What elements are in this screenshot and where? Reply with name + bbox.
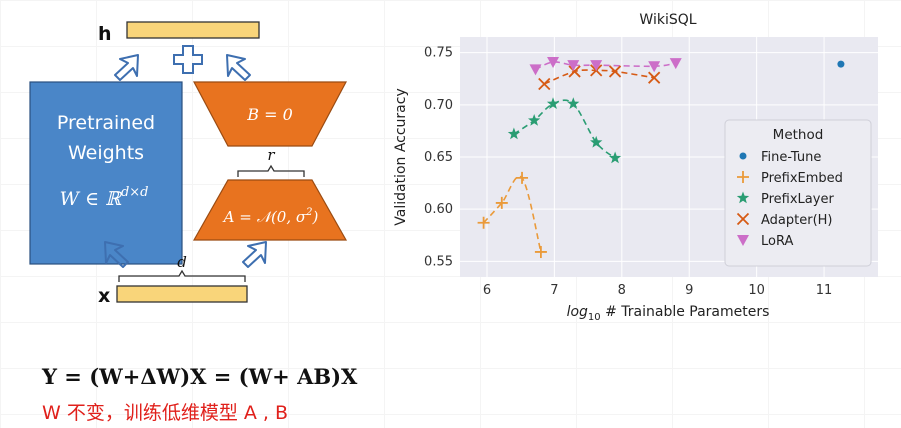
data-points: [477, 57, 845, 258]
x-axis-label: log10 # Trainable Parameters: [567, 304, 770, 323]
x-axis-label-sub: 10: [588, 312, 601, 323]
legend-marker-adapter-h: [736, 212, 750, 226]
legend: Method Fine-Tune PrefixEmbed PrefixLayer Ada…: [724, 119, 872, 267]
x-tick-label: 7: [550, 283, 558, 298]
prefixembed-point: [516, 171, 529, 184]
pretrained-formula: W ∈ ℝd×d: [59, 185, 148, 210]
lora-point: [590, 60, 603, 72]
r-label: r: [267, 146, 275, 164]
lora-point: [648, 61, 661, 73]
matrix-a-label: A = 𝒩(0, σ2): [222, 207, 319, 226]
matrix-a-label-sup: 2: [305, 207, 312, 218]
adapter-h-point: [538, 77, 551, 91]
x-tick-label: 6: [483, 283, 491, 298]
prefixlayer-point: [528, 114, 541, 126]
d-label: d: [177, 253, 187, 271]
prefixembed-point: [534, 245, 547, 258]
adapter-h-point: [568, 65, 581, 78]
pretrained-formula-main: W ∈ ℝ: [59, 188, 122, 210]
legend-label-fine-tune: Fine-Tune: [761, 150, 821, 165]
pretrained-formula-sup: d×d: [121, 185, 149, 200]
legend-label-prefixembed: PrefixEmbed: [761, 171, 843, 186]
plus-icon: [173, 45, 203, 74]
adapter-h-point: [648, 71, 661, 84]
prefixembed-point: [495, 196, 508, 209]
legend-title: Method: [773, 127, 824, 143]
legend-label-prefixlayer: PrefixLayer: [761, 192, 834, 207]
matrix-b-trapezoid: [193, 81, 347, 147]
y-tick-label: 0.65: [424, 150, 453, 165]
arrow-up-left-icon: [114, 54, 139, 81]
arrow-up-right-lower-icon: [104, 241, 129, 268]
y-tick-label: 0.75: [424, 46, 453, 61]
chart-title: WikiSQL: [639, 12, 696, 28]
fine-tune-point: [837, 60, 845, 68]
lora-point: [567, 60, 580, 72]
adapter-h-point: [608, 65, 622, 78]
pretrained-weights-box: [29, 81, 183, 265]
lora-note: W 不变，训练低维模型 A , B: [42, 402, 289, 424]
prefixembed-point: [477, 216, 490, 229]
prefixlayer-point: [608, 151, 622, 164]
lora-point: [529, 64, 542, 76]
x-tick-label: 8: [618, 283, 626, 298]
matrix-a-label-close: ): [312, 208, 319, 226]
r-brace: [237, 164, 305, 177]
y-tick-label: 0.70: [424, 98, 453, 113]
d-brace: [118, 269, 246, 282]
x-tick-label: 11: [816, 283, 833, 298]
wikisql-chart: WikiSQL 6 7 8 9 10 11 0.55 0.60 0.65 0.70 0.75 Val…: [393, 12, 878, 323]
x-vector: [116, 285, 248, 303]
pretrained-line2: Weights: [68, 142, 144, 164]
lora-point: [669, 58, 682, 70]
matrix-a-trapezoid: [192, 179, 348, 241]
legend-marker-fine-tune: [739, 152, 747, 160]
legend-marker-lora: [737, 235, 749, 246]
y-tick-label: 0.55: [424, 254, 453, 269]
matrix-b-label: B = 0: [246, 105, 293, 124]
lora-diagram: h Pretrained Weights W ∈ ℝd×d B = 0 r A …: [29, 21, 348, 307]
y-tick-label: 0.60: [424, 202, 453, 217]
h-label: h: [98, 23, 112, 45]
prefixlayer-point: [507, 127, 521, 140]
prefixembed-curve: [483, 175, 542, 253]
x-axis-label-prefix: log: [567, 304, 588, 320]
x-axis-label-rest: # Trainable Parameters: [601, 304, 770, 320]
pretrained-line1: Pretrained: [57, 112, 155, 134]
lora-equation: Y = (W+ΔW)X = (W+ AB)X: [42, 364, 358, 389]
prefixlayer-point: [590, 135, 603, 148]
prefixlayer-point: [567, 97, 580, 109]
axis-ticks: 6 7 8 9 10 11 0.55 0.60 0.65 0.70 0.75: [424, 46, 832, 298]
arrow-up-left-lower-icon: [242, 241, 267, 268]
legend-marker-prefixlayer: [736, 191, 750, 204]
x-tick-label: 10: [748, 283, 765, 298]
h-vector: [126, 21, 260, 39]
legend-label-adapter-h: Adapter(H): [761, 213, 833, 228]
x-label: x: [98, 285, 110, 307]
arrow-up-right-icon: [226, 54, 251, 81]
legend-box: [724, 119, 872, 267]
legend-label-lora: LoRA: [761, 234, 793, 249]
x-tick-label: 9: [685, 283, 693, 298]
lora-point: [547, 57, 560, 69]
matrix-a-label-main: A = 𝒩(0, σ: [222, 208, 307, 226]
legend-marker-prefixembed: [737, 171, 749, 183]
prefixlayer-point: [546, 97, 560, 109]
y-axis-label: Validation Accuracy: [393, 88, 409, 226]
